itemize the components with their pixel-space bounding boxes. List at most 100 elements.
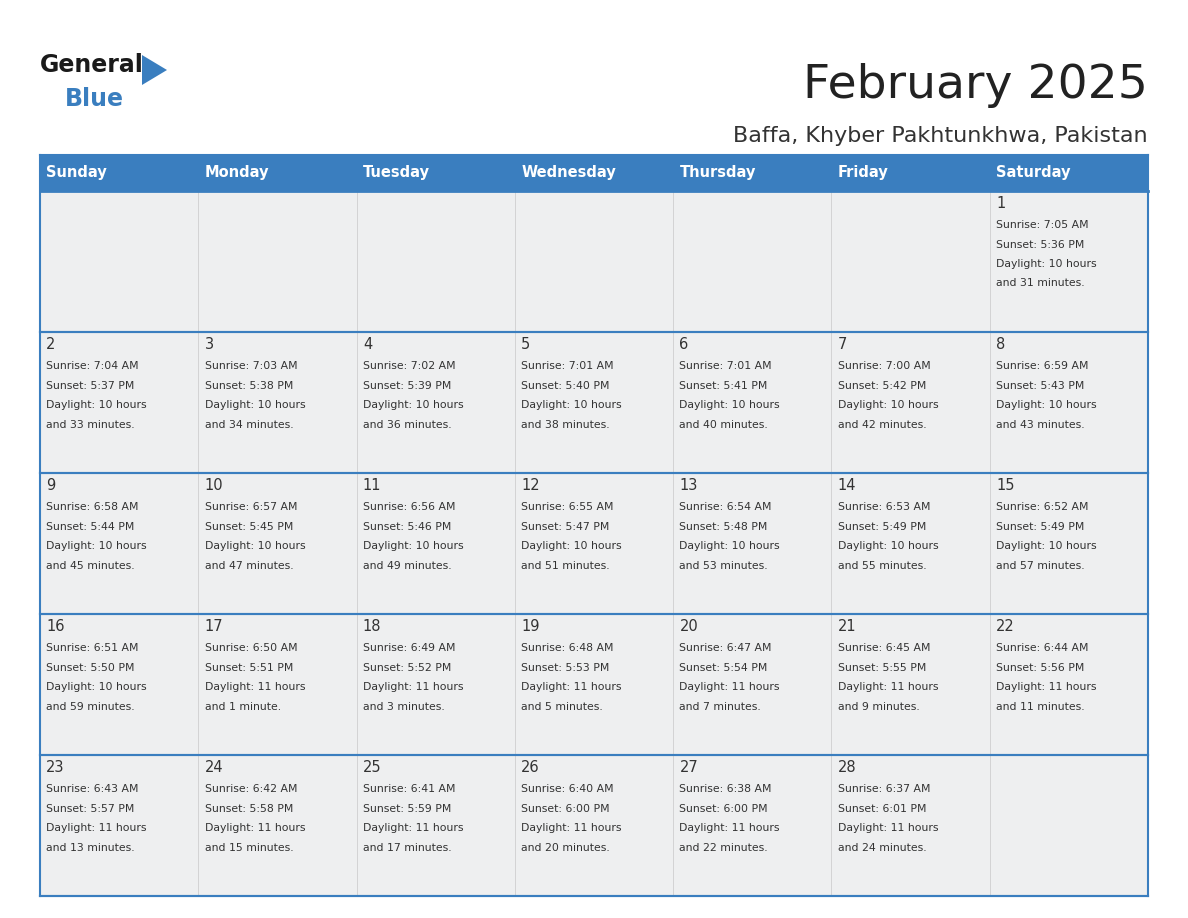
Text: Wednesday: Wednesday xyxy=(522,165,615,180)
Text: Daylight: 10 hours: Daylight: 10 hours xyxy=(362,542,463,551)
Text: and 47 minutes.: and 47 minutes. xyxy=(204,561,293,571)
Text: and 55 minutes.: and 55 minutes. xyxy=(838,561,927,571)
Text: and 5 minutes.: and 5 minutes. xyxy=(522,701,604,711)
Text: Sunset: 5:57 PM: Sunset: 5:57 PM xyxy=(46,804,134,814)
Bar xyxy=(356,191,514,331)
Text: Sunrise: 6:50 AM: Sunrise: 6:50 AM xyxy=(204,644,297,654)
Text: and 34 minutes.: and 34 minutes. xyxy=(204,420,293,430)
Text: Daylight: 10 hours: Daylight: 10 hours xyxy=(996,542,1097,551)
Text: Sunset: 6:01 PM: Sunset: 6:01 PM xyxy=(838,804,927,814)
Text: Daylight: 10 hours: Daylight: 10 hours xyxy=(204,400,305,410)
Text: and 43 minutes.: and 43 minutes. xyxy=(996,420,1085,430)
Text: Sunrise: 6:48 AM: Sunrise: 6:48 AM xyxy=(522,644,614,654)
Text: Daylight: 10 hours: Daylight: 10 hours xyxy=(204,542,305,551)
Text: Sunrise: 6:49 AM: Sunrise: 6:49 AM xyxy=(362,644,455,654)
Text: and 57 minutes.: and 57 minutes. xyxy=(996,561,1085,571)
Bar xyxy=(514,155,674,191)
Text: Sunset: 5:38 PM: Sunset: 5:38 PM xyxy=(204,381,293,390)
Text: 5: 5 xyxy=(522,337,530,352)
Text: Sunrise: 6:55 AM: Sunrise: 6:55 AM xyxy=(522,502,614,512)
Text: Sunrise: 6:59 AM: Sunrise: 6:59 AM xyxy=(996,361,1088,371)
Bar xyxy=(674,755,832,896)
Bar xyxy=(990,473,1148,614)
Text: 2: 2 xyxy=(46,337,56,352)
Bar xyxy=(198,614,356,755)
Text: Sunrise: 6:43 AM: Sunrise: 6:43 AM xyxy=(46,784,139,794)
Text: Daylight: 10 hours: Daylight: 10 hours xyxy=(46,542,147,551)
Text: 3: 3 xyxy=(204,337,214,352)
Bar xyxy=(198,155,356,191)
Text: Daylight: 10 hours: Daylight: 10 hours xyxy=(838,542,939,551)
Text: Daylight: 11 hours: Daylight: 11 hours xyxy=(204,823,305,834)
Text: Sunrise: 6:41 AM: Sunrise: 6:41 AM xyxy=(362,784,455,794)
Text: Sunrise: 6:53 AM: Sunrise: 6:53 AM xyxy=(838,502,930,512)
Text: Sunrise: 6:44 AM: Sunrise: 6:44 AM xyxy=(996,644,1088,654)
Text: and 22 minutes.: and 22 minutes. xyxy=(680,843,769,853)
Text: 20: 20 xyxy=(680,619,699,633)
Text: 23: 23 xyxy=(46,760,65,775)
Text: 21: 21 xyxy=(838,619,857,633)
Text: Sunrise: 6:37 AM: Sunrise: 6:37 AM xyxy=(838,784,930,794)
Text: 8: 8 xyxy=(996,337,1005,352)
Text: Sunset: 5:40 PM: Sunset: 5:40 PM xyxy=(522,381,609,390)
Text: Sunset: 5:55 PM: Sunset: 5:55 PM xyxy=(838,663,927,673)
Text: and 15 minutes.: and 15 minutes. xyxy=(204,843,293,853)
Text: Sunset: 5:45 PM: Sunset: 5:45 PM xyxy=(204,521,293,532)
Text: Sunrise: 7:05 AM: Sunrise: 7:05 AM xyxy=(996,220,1088,230)
Text: Tuesday: Tuesday xyxy=(362,165,430,180)
Bar xyxy=(990,331,1148,473)
Text: and 53 minutes.: and 53 minutes. xyxy=(680,561,769,571)
Text: Sunrise: 7:04 AM: Sunrise: 7:04 AM xyxy=(46,361,139,371)
Bar xyxy=(990,614,1148,755)
Bar xyxy=(356,755,514,896)
Text: Sunrise: 6:47 AM: Sunrise: 6:47 AM xyxy=(680,644,772,654)
Bar xyxy=(514,614,674,755)
Text: Daylight: 11 hours: Daylight: 11 hours xyxy=(680,823,781,834)
Text: 19: 19 xyxy=(522,619,539,633)
Text: Daylight: 11 hours: Daylight: 11 hours xyxy=(362,823,463,834)
Text: 11: 11 xyxy=(362,477,381,493)
Text: 26: 26 xyxy=(522,760,539,775)
Text: Sunset: 5:59 PM: Sunset: 5:59 PM xyxy=(362,804,451,814)
Bar xyxy=(514,755,674,896)
Text: and 31 minutes.: and 31 minutes. xyxy=(996,278,1085,288)
Text: and 24 minutes.: and 24 minutes. xyxy=(838,843,927,853)
Text: and 49 minutes.: and 49 minutes. xyxy=(362,561,451,571)
Bar xyxy=(514,331,674,473)
Text: and 1 minute.: and 1 minute. xyxy=(204,701,280,711)
Text: Sunset: 6:00 PM: Sunset: 6:00 PM xyxy=(522,804,609,814)
Text: Sunrise: 7:02 AM: Sunrise: 7:02 AM xyxy=(362,361,455,371)
Text: Daylight: 11 hours: Daylight: 11 hours xyxy=(838,682,939,692)
Text: Daylight: 10 hours: Daylight: 10 hours xyxy=(522,542,621,551)
Bar xyxy=(990,155,1148,191)
Text: Sunset: 5:48 PM: Sunset: 5:48 PM xyxy=(680,521,767,532)
Text: Daylight: 11 hours: Daylight: 11 hours xyxy=(996,682,1097,692)
Text: Sunset: 5:39 PM: Sunset: 5:39 PM xyxy=(362,381,451,390)
Text: Sunset: 5:43 PM: Sunset: 5:43 PM xyxy=(996,381,1085,390)
Text: Sunrise: 6:54 AM: Sunrise: 6:54 AM xyxy=(680,502,772,512)
Polygon shape xyxy=(143,55,168,85)
Text: Sunrise: 6:45 AM: Sunrise: 6:45 AM xyxy=(838,644,930,654)
Bar xyxy=(356,331,514,473)
Text: Sunrise: 7:03 AM: Sunrise: 7:03 AM xyxy=(204,361,297,371)
Text: Sunset: 5:51 PM: Sunset: 5:51 PM xyxy=(204,663,293,673)
Text: Sunset: 5:47 PM: Sunset: 5:47 PM xyxy=(522,521,609,532)
Text: Daylight: 10 hours: Daylight: 10 hours xyxy=(838,400,939,410)
Bar xyxy=(674,473,832,614)
Text: and 36 minutes.: and 36 minutes. xyxy=(362,420,451,430)
Text: and 9 minutes.: and 9 minutes. xyxy=(838,701,920,711)
Text: and 51 minutes.: and 51 minutes. xyxy=(522,561,609,571)
Bar xyxy=(514,191,674,331)
Text: 25: 25 xyxy=(362,760,381,775)
Bar xyxy=(40,155,198,191)
Text: Sunset: 5:58 PM: Sunset: 5:58 PM xyxy=(204,804,293,814)
Text: Sunset: 5:36 PM: Sunset: 5:36 PM xyxy=(996,240,1085,250)
Text: 7: 7 xyxy=(838,337,847,352)
Bar xyxy=(40,191,198,331)
Text: 4: 4 xyxy=(362,337,372,352)
Text: Sunset: 5:49 PM: Sunset: 5:49 PM xyxy=(838,521,927,532)
Bar xyxy=(832,331,990,473)
Bar xyxy=(40,614,198,755)
Text: 16: 16 xyxy=(46,619,65,633)
Bar xyxy=(990,191,1148,331)
